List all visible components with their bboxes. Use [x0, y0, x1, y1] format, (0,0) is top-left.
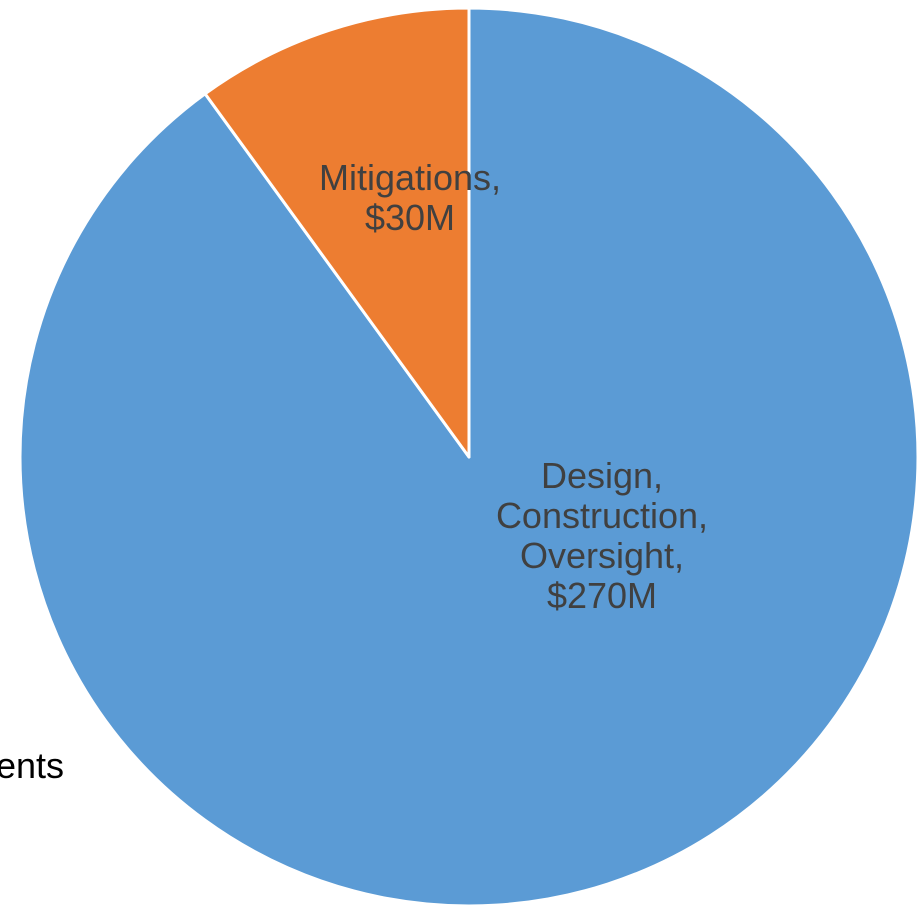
data-label-line: Oversight,: [520, 535, 684, 576]
cut-off-background-text: ents: [0, 745, 65, 786]
data-label-line: $30M: [365, 197, 455, 238]
data-label-line: $270M: [547, 575, 657, 616]
pie-slice-design-construction-oversight: [18, 6, 920, 905]
data-label-line: Design,: [541, 455, 663, 496]
data-label-line: Construction,: [496, 495, 708, 536]
data-label-design-construction-oversight: Design, Construction, Oversight, $270M: [496, 455, 708, 616]
data-label-mitigations: Mitigations, $30M: [319, 157, 501, 238]
pie-slice-mitigations: [203, 6, 471, 459]
data-label-line: Mitigations,: [319, 157, 501, 198]
